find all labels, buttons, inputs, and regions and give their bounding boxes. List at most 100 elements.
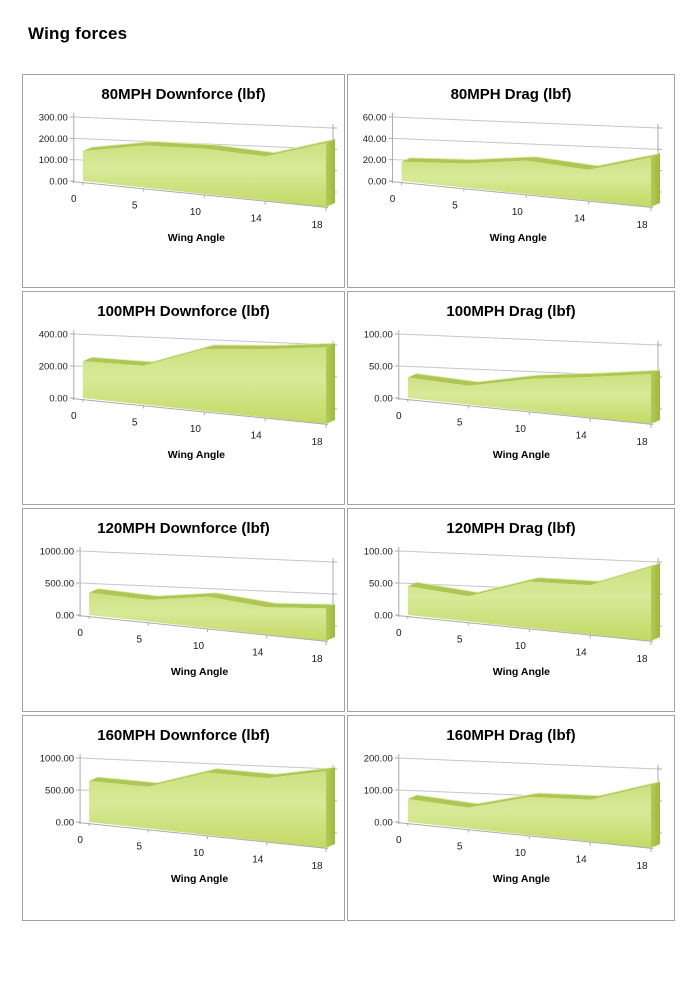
x-tick-label: 0 <box>71 411 77 422</box>
area-front-face <box>407 374 651 424</box>
area-side-face <box>326 139 335 207</box>
x-tick-label: 5 <box>452 201 458 212</box>
y-tick-label: 100.00 <box>39 155 68 166</box>
x-tick-label: 5 <box>137 842 143 853</box>
area-ribbon-highlight <box>410 152 661 167</box>
x-tick-label: 10 <box>190 424 202 435</box>
x-tick-label: 0 <box>71 194 77 205</box>
chart-title: 80MPH Downforce (lbf) <box>101 86 266 103</box>
x-axis-line <box>396 615 654 642</box>
area-ribbon-highlight <box>91 138 336 153</box>
x-tick-label: 0 <box>77 628 83 639</box>
area-chart-plot-1: 0.00 20.00 40.00 60.00 0 5 10 14 18 Wing Angle <box>363 113 662 244</box>
gridline <box>80 582 334 595</box>
y-tick-label: 400.00 <box>39 330 68 341</box>
x-tick-label: 14 <box>576 855 588 866</box>
area-chart-plot-7: 0.00 100.00 200.00 0 5 10 14 18 Wing Angle <box>364 754 662 885</box>
area-ribbon-highlight <box>91 342 336 363</box>
chart-title: 100MPH Drag (lbf) <box>446 303 576 320</box>
x-axis-line <box>396 822 654 849</box>
chart-card: 80MPH Drag (lbf) 0.00 20.00 40.00 60.00 0 5 10… <box>347 74 675 288</box>
area-side-face <box>326 767 335 848</box>
x-tick-label: 0 <box>390 194 396 205</box>
x-axis-title: Wing Angle <box>493 873 550 885</box>
area-front-face <box>401 157 651 207</box>
y-tick-label: 0.00 <box>374 818 393 829</box>
x-tick-label: 18 <box>311 437 323 448</box>
y-tick-label: 100.00 <box>364 330 393 341</box>
area-front-face <box>89 592 326 641</box>
gridline <box>73 333 334 346</box>
y-tick-label: 0.00 <box>49 177 68 188</box>
y-tick-label: 500.00 <box>45 786 74 797</box>
chart-title: 80MPH Drag (lbf) <box>450 86 572 103</box>
x-tick-label: 0 <box>396 411 402 422</box>
x-tick-label: 5 <box>137 635 143 646</box>
area-side-face <box>651 370 660 424</box>
x-tick-label: 18 <box>636 654 648 665</box>
chart-title: 120MPH Downforce (lbf) <box>97 520 270 537</box>
y-tick-label: 500.00 <box>45 579 74 590</box>
chart-card: 80MPH Downforce (lbf) 0.00 100.00 200.00 30… <box>22 74 345 288</box>
y-tick-label: 1000.00 <box>40 547 74 558</box>
x-axis-title: Wing Angle <box>168 232 225 244</box>
x-axis-line <box>78 615 329 642</box>
x-tick-label: 18 <box>636 437 648 448</box>
chart-title: 100MPH Downforce (lbf) <box>97 303 270 320</box>
area-side-face <box>326 604 335 641</box>
x-tick-label: 10 <box>193 848 205 859</box>
area-chart-plot-6: 0.00 500.00 1000.00 0 5 10 14 18 Wing Angle <box>40 754 337 885</box>
area-chart-plot-3: 0.00 50.00 100.00 0 5 10 14 18 Wing Angle <box>364 330 662 461</box>
x-axis-line <box>396 398 654 425</box>
gridline <box>398 550 659 563</box>
x-tick-label: 18 <box>636 861 648 872</box>
page-title: Wing forces <box>28 24 128 43</box>
area-top-ribbon <box>82 343 335 366</box>
y-tick-label: 200.00 <box>39 362 68 373</box>
x-axis-title: Wing Angle <box>171 666 228 678</box>
chart-card: 160MPH Drag (lbf) 0.00 100.00 200.00 0 5 10 14… <box>347 715 675 921</box>
y-tick-label: 60.00 <box>363 113 387 124</box>
area-ribbon-highlight <box>98 588 336 605</box>
y-tick-label: 0.00 <box>374 611 393 622</box>
y-tick-label: 50.00 <box>369 579 393 590</box>
chart-card: 120MPH Drag (lbf) 0.00 50.00 100.00 0 5 10 14 1… <box>347 508 675 712</box>
y-tick-label: 100.00 <box>364 547 393 558</box>
x-tick-label: 5 <box>132 201 138 212</box>
gridline <box>80 757 334 770</box>
y-tick-label: 0.00 <box>374 394 393 405</box>
chart-card: 160MPH Downforce (lbf) 0.00 500.00 1000.00… <box>22 715 345 921</box>
chart-title: 160MPH Drag (lbf) <box>446 727 576 744</box>
x-tick-label: 14 <box>574 214 586 225</box>
x-tick-label: 10 <box>512 207 524 218</box>
x-axis-title: Wing Angle <box>493 666 550 678</box>
area-top-ribbon <box>407 370 660 386</box>
area-ribbon-highlight <box>416 781 661 805</box>
area-chart-plot-5: 0.00 50.00 100.00 0 5 10 14 18 Wing Angle <box>364 547 662 678</box>
y-tick-label: 0.00 <box>56 818 75 829</box>
x-axis-title: Wing Angle <box>168 449 225 461</box>
x-tick-label: 14 <box>576 648 588 659</box>
area-top-ribbon <box>89 767 335 787</box>
y-tick-label: 300.00 <box>39 113 68 124</box>
chart-card: 100MPH Drag (lbf) 0.00 50.00 100.00 0 5 10 14 1… <box>347 291 675 505</box>
x-axis-title: Wing Angle <box>493 449 550 461</box>
x-axis-title: Wing Angle <box>171 873 228 885</box>
y-tick-label: 20.00 <box>363 155 387 166</box>
area-ribbon-highlight <box>416 369 661 383</box>
x-axis-line <box>390 181 654 208</box>
x-axis-line <box>71 398 329 425</box>
x-tick-label: 14 <box>576 431 588 442</box>
x-tick-label: 18 <box>311 654 323 665</box>
gridline <box>392 116 659 129</box>
x-tick-label: 10 <box>190 207 202 218</box>
area-chart-plot-0: 0.00 100.00 200.00 300.00 0 5 10 14 18 Wing Angle <box>39 113 337 244</box>
chart-title: 120MPH Drag (lbf) <box>446 520 576 537</box>
area-ribbon-highlight <box>98 766 336 784</box>
x-tick-label: 0 <box>396 835 402 846</box>
x-axis-title: Wing Angle <box>490 232 547 244</box>
charts-grid: 80MPH Downforce (lbf) 0.00 100.00 200.00 30… <box>22 74 698 921</box>
area-chart-plot-4: 0.00 500.00 1000.00 0 5 10 14 18 Wing Angle <box>40 547 337 678</box>
area-side-face <box>651 153 660 207</box>
y-tick-label: 0.00 <box>368 177 387 188</box>
